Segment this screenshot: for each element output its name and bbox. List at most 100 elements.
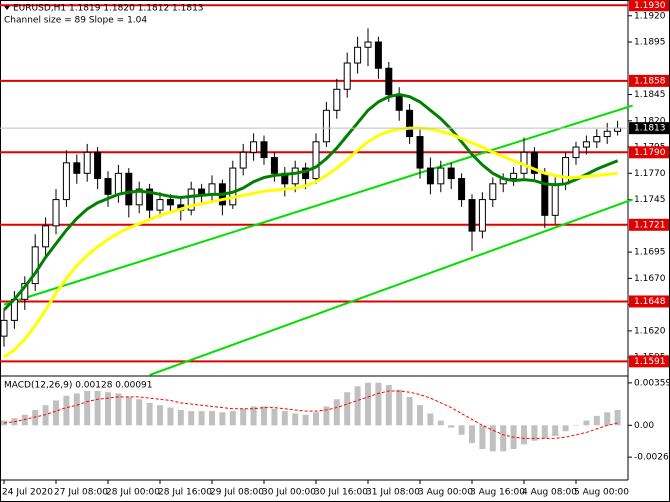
macd-bar (489, 425, 496, 452)
candle-body (322, 109, 330, 143)
last-price-label: 1.1813 (634, 124, 666, 134)
level-box (629, 0, 669, 12)
candle-body (603, 130, 611, 138)
candle-body (437, 167, 445, 185)
macd-bar (177, 409, 184, 426)
y-tick-label: 1.1745 (634, 195, 666, 205)
macd-bar (479, 425, 486, 449)
candle-body (250, 141, 258, 153)
level-label: 1.1591 (634, 357, 666, 367)
x-tick-label: 30 Jul 00:00 (262, 488, 316, 498)
x-tick-label: 27 Jul 08:00 (54, 488, 108, 498)
candle-body (426, 167, 434, 185)
channel-line (3, 104, 633, 306)
x-tick-label: 28 Jul 00:00 (106, 488, 160, 498)
level-label: 1.1858 (634, 76, 666, 86)
candle-body (489, 183, 497, 201)
candle-body (416, 136, 424, 169)
macd-bar (604, 412, 611, 426)
macd-bar (21, 414, 28, 426)
candle-body (593, 136, 601, 143)
y-tick-label: 1.1670 (634, 274, 666, 284)
candle-body (333, 88, 341, 111)
macd-tick-label: -0.00269 (634, 453, 670, 463)
candle-body (343, 62, 351, 90)
candle-body (156, 199, 164, 211)
candle-body (125, 172, 133, 206)
candle-body (135, 188, 143, 206)
macd-bar (531, 425, 538, 441)
macd-bar (354, 386, 361, 426)
macd-bar (541, 425, 548, 439)
macd-bar (385, 385, 392, 426)
macd-bar (365, 382, 371, 426)
chart-title: EURUSD,H1 1.1819 1.1820 1.1812 1.1813 (13, 4, 204, 14)
macd-bar (562, 425, 569, 432)
candle-body (447, 167, 455, 180)
x-tick-label: 28 Jul 16:00 (158, 488, 212, 498)
macd-bar (229, 411, 236, 426)
macd-bar (198, 411, 205, 426)
y-tick-label: 1.1620 (634, 326, 666, 336)
candle-body (291, 167, 299, 185)
candle-body (31, 246, 39, 285)
macd-bar (250, 406, 257, 426)
level-label: 1.1648 (634, 297, 666, 307)
candle-body (270, 157, 278, 174)
macd-tick-label: 0.00359 (634, 378, 670, 388)
x-tick-label: 24 Jul 2020 (2, 488, 53, 498)
x-tick-label: 3 Aug 00:00 (418, 488, 473, 498)
macd-bar (84, 391, 91, 426)
macd-bar (573, 425, 579, 426)
macd-bar (261, 406, 267, 426)
macd-bar (583, 420, 590, 426)
candle-body (229, 167, 237, 206)
x-tick-label: 3 Aug 16:00 (470, 488, 525, 498)
macd-tick-label: 0.00 (634, 421, 654, 431)
candle-body (510, 172, 518, 180)
candle-body (198, 188, 206, 195)
candle-body (354, 46, 362, 64)
macd-bar (94, 391, 101, 426)
macd-bar (146, 402, 153, 426)
level-label: 1.1721 (634, 220, 666, 230)
moving-average (3, 126, 618, 359)
candle-body (52, 199, 60, 227)
chart-subtitle: Channel size = 89 Slope = 1.04 (4, 16, 147, 26)
macd-bar (448, 425, 455, 428)
macd-bar (167, 407, 174, 426)
candle-body (83, 151, 91, 174)
candle-body (551, 183, 559, 216)
candle-body (406, 109, 414, 138)
level-box (629, 218, 669, 231)
moving-average (2, 93, 619, 311)
macd-bar (521, 425, 527, 445)
macd-bar (73, 393, 80, 426)
candle-body (104, 178, 112, 195)
x-tick-label: 29 Jul 08:00 (210, 488, 264, 498)
x-tick-label: 5 Aug 00:00 (574, 488, 629, 498)
macd-title: MACD(12,26,9) 0.00128 0.00091 (4, 381, 153, 391)
candle-body (42, 225, 50, 248)
macd-bar (105, 392, 111, 426)
y-tick-label: 1.1895 (634, 38, 666, 48)
level-box (629, 74, 669, 87)
macd-bar (437, 420, 444, 426)
candle-body (73, 162, 81, 174)
candle-body (146, 188, 154, 211)
level-box (629, 355, 669, 368)
candle-body (239, 151, 247, 169)
macd-bar (271, 408, 278, 426)
level-label: 1.1790 (634, 148, 666, 158)
candle-body (468, 199, 476, 232)
candle-body (385, 67, 393, 96)
level-label: 1.1930 (634, 1, 666, 11)
channel-line (149, 198, 633, 376)
candle-body (312, 141, 320, 180)
macd-bar (1, 420, 7, 426)
candle-body (187, 188, 195, 211)
candle-body (374, 41, 382, 69)
candle-body (364, 41, 372, 48)
